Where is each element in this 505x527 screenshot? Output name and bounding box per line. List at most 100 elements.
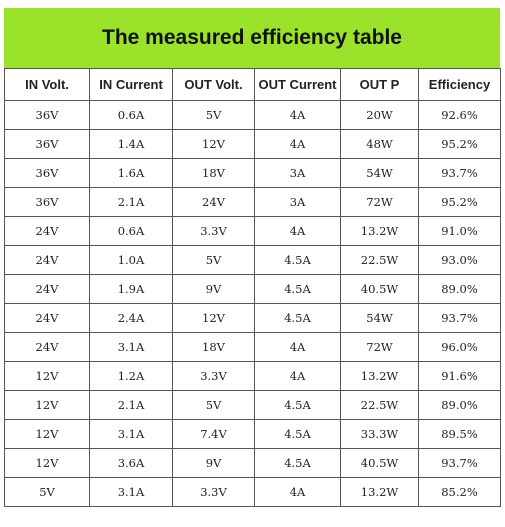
table-cell: 5V (172, 100, 255, 130)
table-row: 24V 2.4A 12V 4.5A 54W 93.7% (4, 303, 501, 333)
table-cell: 72W (340, 187, 419, 217)
table-cell: 4.5A (254, 419, 341, 449)
table-row: 12V 1.2A 3.3V 4A 13.2W 91.6% (4, 361, 501, 391)
table-cell: 24V (4, 245, 90, 275)
table-cell: 2.4A (89, 303, 173, 333)
table-cell: 1.9A (89, 274, 173, 304)
table-row: 36V 1.6A 18V 3A 54W 93.7% (4, 158, 501, 188)
column-header: OUT P (340, 68, 419, 101)
table-row: 12V 2.1A 5V 4.5A 22.5W 89.0% (4, 390, 501, 420)
table-cell: 33.3W (340, 419, 419, 449)
table-cell: 93.0% (418, 245, 501, 275)
table-cell: 96.0% (418, 332, 501, 362)
table-cell: 85.2% (418, 477, 501, 507)
table-cell: 2.1A (89, 390, 173, 420)
column-header: IN Volt. (4, 68, 90, 101)
table-row: 12V 3.1A 7.4V 4.5A 33.3W 89.5% (4, 419, 501, 449)
table-cell: 89.0% (418, 274, 501, 304)
table-cell: 5V (172, 245, 255, 275)
column-header: OUT Current (254, 68, 341, 101)
table-cell: 72W (340, 332, 419, 362)
table-cell: 7.4V (172, 419, 255, 449)
table-cell: 4A (254, 477, 341, 507)
table-cell: 5V (4, 477, 90, 507)
table-cell: 4.5A (254, 390, 341, 420)
table-cell: 1.4A (89, 129, 173, 159)
table-cell: 95.2% (418, 187, 501, 217)
header-row: IN Volt. IN Current OUT Volt. OUT Current OU… (4, 68, 501, 101)
table-cell: 24V (4, 332, 90, 362)
table-cell: 91.6% (418, 361, 501, 391)
table-cell: 18V (172, 158, 255, 188)
table-row: 36V 1.4A 12V 4A 48W 95.2% (4, 129, 501, 159)
table-cell: 4A (254, 129, 341, 159)
table-cell: 3.6A (89, 448, 173, 478)
table-cell: 9V (172, 274, 255, 304)
column-header: IN Current (89, 68, 173, 101)
table-cell: 12V (4, 419, 90, 449)
table-cell: 36V (4, 158, 90, 188)
table-cell: 20W (340, 100, 419, 130)
table-cell: 3.1A (89, 332, 173, 362)
table-cell: 5V (172, 390, 255, 420)
table-cell: 93.7% (418, 448, 501, 478)
table-cell: 4.5A (254, 448, 341, 478)
table-body: 36V 0.6A 5V 4A 20W 92.6% 36V 1.4A 12V 4A 48W 95.2% 3… (4, 100, 501, 507)
table-cell: 3.3V (172, 361, 255, 391)
table-row: 5V 3.1A 3.3V 4A 13.2W 85.2% (4, 477, 501, 507)
table-cell: 13.2W (340, 361, 419, 391)
table-cell: 2.1A (89, 187, 173, 217)
table-cell: 12V (4, 448, 90, 478)
table-cell: 1.6A (89, 158, 173, 188)
table-cell: 0.6A (89, 216, 173, 246)
table-cell: 89.5% (418, 419, 501, 449)
table-cell: 54W (340, 158, 419, 188)
efficiency-table: IN Volt. IN Current OUT Volt. OUT Current OU… (4, 68, 501, 507)
column-header: OUT Volt. (172, 68, 255, 101)
table-cell: 18V (172, 332, 255, 362)
column-header: Efficiency (418, 68, 501, 101)
table-cell: 40.5W (340, 274, 419, 304)
table-cell: 4.5A (254, 303, 341, 333)
table-row: 24V 0.6A 3.3V 4A 13.2W 91.0% (4, 216, 501, 246)
table-cell: 3.1A (89, 419, 173, 449)
efficiency-sheet: The measured efficiency table IN Volt. IN… (4, 8, 501, 507)
table-cell: 1.0A (89, 245, 173, 275)
table-cell: 24V (4, 303, 90, 333)
table-cell: 48W (340, 129, 419, 159)
table-cell: 12V (4, 361, 90, 391)
table-cell: 24V (4, 274, 90, 304)
table-cell: 9V (172, 448, 255, 478)
table-cell: 3A (254, 187, 341, 217)
table-cell: 22.5W (340, 390, 419, 420)
table-cell: 36V (4, 129, 90, 159)
table-cell: 93.7% (418, 158, 501, 188)
table-row: 24V 1.0A 5V 4.5A 22.5W 93.0% (4, 245, 501, 275)
table-cell: 4A (254, 216, 341, 246)
table-row: 24V 3.1A 18V 4A 72W 96.0% (4, 332, 501, 362)
table-cell: 12V (172, 129, 255, 159)
table-cell: 13.2W (340, 477, 419, 507)
table-cell: 4.5A (254, 245, 341, 275)
table-row: 36V 2.1A 24V 3A 72W 95.2% (4, 187, 501, 217)
table-cell: 22.5W (340, 245, 419, 275)
table-cell: 92.6% (418, 100, 501, 130)
table-cell: 4.5A (254, 274, 341, 304)
table-cell: 95.2% (418, 129, 501, 159)
table-cell: 0.6A (89, 100, 173, 130)
table-cell: 89.0% (418, 390, 501, 420)
table-cell: 4A (254, 100, 341, 130)
title-banner: The measured efficiency table (4, 8, 500, 68)
table-cell: 4A (254, 332, 341, 362)
table-cell: 3.3V (172, 216, 255, 246)
table-cell: 36V (4, 187, 90, 217)
table-row: 24V 1.9A 9V 4.5A 40.5W 89.0% (4, 274, 501, 304)
table-cell: 24V (4, 216, 90, 246)
table-row: 12V 3.6A 9V 4.5A 40.5W 93.7% (4, 448, 501, 478)
table-row: 36V 0.6A 5V 4A 20W 92.6% (4, 100, 501, 130)
table-cell: 3.1A (89, 477, 173, 507)
table-cell: 91.0% (418, 216, 501, 246)
table-cell: 24V (172, 187, 255, 217)
table-cell: 54W (340, 303, 419, 333)
